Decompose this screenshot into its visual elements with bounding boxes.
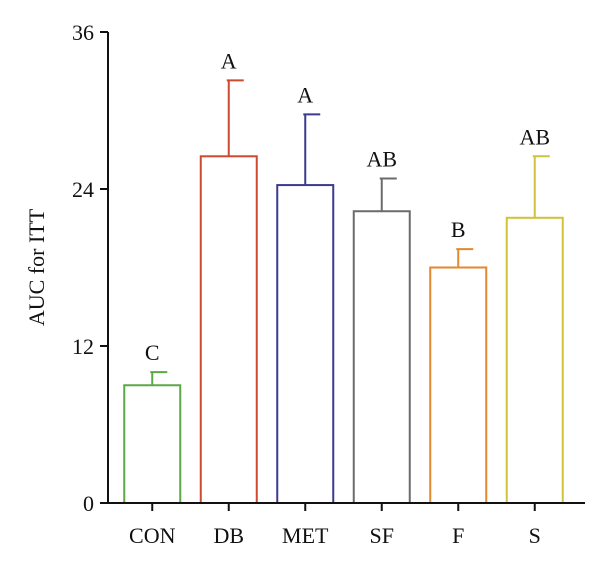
x-tick-label-con: CON — [129, 523, 176, 548]
y-tick-label: 24 — [72, 177, 94, 202]
significance-label-f: B — [451, 217, 466, 242]
x-tick-label-sf: SF — [370, 523, 394, 548]
bar-met — [276, 184, 335, 504]
bar-db — [199, 155, 258, 505]
bar-s — [505, 216, 564, 505]
x-tick-label-db: DB — [213, 523, 244, 548]
x-tick-label-f: F — [452, 523, 464, 548]
significance-label-con: C — [145, 340, 160, 365]
significance-label-met: A — [297, 82, 313, 107]
bar-sf — [352, 210, 411, 504]
bar-con — [123, 384, 182, 504]
y-tick-label: 12 — [72, 334, 94, 359]
bar-f — [429, 266, 488, 504]
y-axis: 0 12 24 36 — [72, 20, 109, 516]
y-tick-label: 36 — [72, 20, 94, 45]
significance-label-sf: AB — [366, 147, 397, 172]
significance-label-s: AB — [519, 124, 550, 149]
y-tick-label: 0 — [83, 491, 94, 516]
x-tick-label-met: MET — [282, 523, 329, 548]
x-axis: CON DB MET SF F S — [108, 502, 585, 548]
bars-group: C A A AB B AB — [123, 48, 564, 505]
significance-label-db: A — [221, 48, 237, 73]
x-tick-label-s: S — [529, 523, 541, 548]
y-axis-title: AUC for ITT — [24, 208, 49, 326]
